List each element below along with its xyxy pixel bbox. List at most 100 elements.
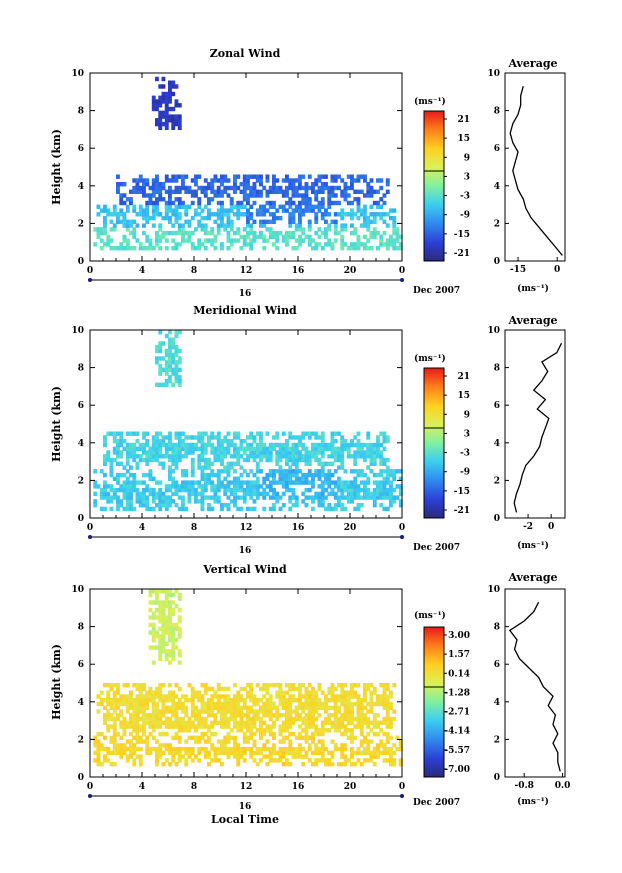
heatmap-cell bbox=[311, 238, 315, 243]
heatmap-cell bbox=[369, 189, 374, 194]
heatmap-cell bbox=[148, 506, 153, 512]
heatmap-cell bbox=[242, 735, 247, 740]
heatmap-cell bbox=[96, 758, 101, 763]
heatmap-cell bbox=[125, 227, 130, 232]
heatmap-cell bbox=[184, 185, 189, 191]
heatmap-cell bbox=[327, 705, 332, 710]
heatmap-cell bbox=[155, 495, 159, 500]
heatmap-cell bbox=[142, 246, 146, 251]
heatmap-cell bbox=[294, 446, 299, 451]
heatmap-cell bbox=[288, 431, 293, 436]
heatmap-cell bbox=[379, 503, 384, 508]
heatmap-cell bbox=[330, 724, 335, 729]
heatmap-cell bbox=[350, 178, 354, 183]
heatmap-cell bbox=[330, 720, 335, 725]
heatmap-cell bbox=[275, 690, 280, 695]
heatmap-cell bbox=[281, 705, 286, 710]
heatmap-cell bbox=[246, 178, 250, 183]
colorbar-tick-label: -3 bbox=[460, 192, 470, 202]
heatmap-cell bbox=[376, 720, 380, 725]
heatmap-cell bbox=[233, 698, 237, 703]
x-tick-label: 12 bbox=[240, 523, 253, 533]
heatmap-cell bbox=[174, 219, 179, 224]
heatmap-cell bbox=[200, 705, 205, 710]
heatmap-cell bbox=[200, 242, 205, 247]
heatmap-cell bbox=[155, 200, 159, 206]
heatmap-cell bbox=[158, 238, 163, 243]
heatmap-cell bbox=[132, 743, 137, 748]
heatmap-cell bbox=[200, 487, 205, 493]
heatmap-cell bbox=[356, 174, 361, 179]
heatmap-cell bbox=[132, 457, 137, 463]
heatmap-cell bbox=[301, 197, 306, 202]
heatmap-cell bbox=[210, 189, 215, 194]
heatmap-cell bbox=[103, 716, 107, 722]
heatmap-cell bbox=[151, 99, 156, 104]
heatmap-cell bbox=[333, 484, 338, 489]
heatmap-cell bbox=[168, 345, 172, 350]
heatmap-cell bbox=[320, 431, 325, 436]
heatmap-cell bbox=[174, 185, 179, 191]
heatmap-cell bbox=[346, 185, 351, 191]
heatmap-cell bbox=[350, 701, 354, 707]
heatmap-cell bbox=[161, 110, 166, 115]
heatmap-cell bbox=[382, 683, 387, 688]
heatmap-cell bbox=[197, 174, 202, 179]
heatmap-cell bbox=[168, 716, 172, 722]
heatmap-cell bbox=[174, 724, 179, 729]
heatmap-cell bbox=[249, 242, 254, 247]
heatmap-cell bbox=[392, 476, 397, 481]
heatmap-cell bbox=[138, 686, 143, 692]
heatmap-cell bbox=[103, 242, 107, 247]
heatmap-cell bbox=[213, 189, 218, 194]
heatmap-cell bbox=[207, 701, 211, 707]
heatmap-cell bbox=[190, 215, 195, 221]
heatmap-cell bbox=[294, 469, 299, 474]
heatmap-cell bbox=[194, 208, 198, 213]
heatmap-cell bbox=[301, 174, 306, 179]
heatmap-cell bbox=[350, 480, 354, 485]
heatmap-cell bbox=[216, 701, 221, 707]
heatmap-cell bbox=[268, 506, 273, 512]
heatmap-cell bbox=[184, 728, 189, 733]
heatmap-cell bbox=[168, 431, 172, 436]
heatmap-cell bbox=[216, 193, 221, 198]
heatmap-cell bbox=[164, 363, 169, 369]
heatmap-cell bbox=[343, 182, 348, 187]
heatmap-cell bbox=[252, 238, 257, 243]
heatmap-cell bbox=[246, 215, 250, 221]
heatmap-cell bbox=[317, 499, 322, 504]
y-tick-label: 6 bbox=[78, 401, 84, 411]
heatmap-cell bbox=[177, 686, 182, 692]
heatmap-cell bbox=[164, 204, 169, 209]
heatmap-cell bbox=[359, 743, 364, 748]
heatmap-cell bbox=[320, 480, 325, 485]
heatmap-cell bbox=[177, 626, 182, 631]
heatmap-cell bbox=[356, 694, 361, 699]
heatmap-cell bbox=[158, 103, 163, 108]
heatmap-cell bbox=[262, 495, 267, 500]
heatmap-cell bbox=[181, 746, 185, 752]
heatmap-cell bbox=[148, 713, 153, 718]
heatmap-cell bbox=[135, 683, 140, 688]
date-label: Dec 2007 bbox=[413, 798, 460, 808]
average-y-tick-label: 6 bbox=[494, 401, 500, 411]
heatmap-cell bbox=[168, 454, 172, 459]
heatmap-cell bbox=[359, 446, 364, 451]
heatmap-cell bbox=[239, 713, 244, 718]
heatmap-cell bbox=[281, 189, 286, 194]
heatmap-cell bbox=[304, 705, 309, 710]
heatmap-cell bbox=[145, 442, 150, 448]
heatmap-cell bbox=[281, 469, 286, 474]
heatmap-cell bbox=[272, 683, 276, 688]
heatmap-cell bbox=[106, 495, 111, 500]
heatmap-cell bbox=[119, 450, 124, 455]
heatmap-cell bbox=[226, 705, 231, 710]
heatmap-cell bbox=[148, 469, 153, 474]
heatmap-cell bbox=[233, 716, 237, 722]
heatmap-cell bbox=[259, 705, 263, 710]
heatmap-cell bbox=[177, 446, 182, 451]
heatmap-cell bbox=[307, 204, 312, 209]
heatmap-cell bbox=[275, 709, 280, 714]
heatmap-cell bbox=[262, 743, 267, 748]
